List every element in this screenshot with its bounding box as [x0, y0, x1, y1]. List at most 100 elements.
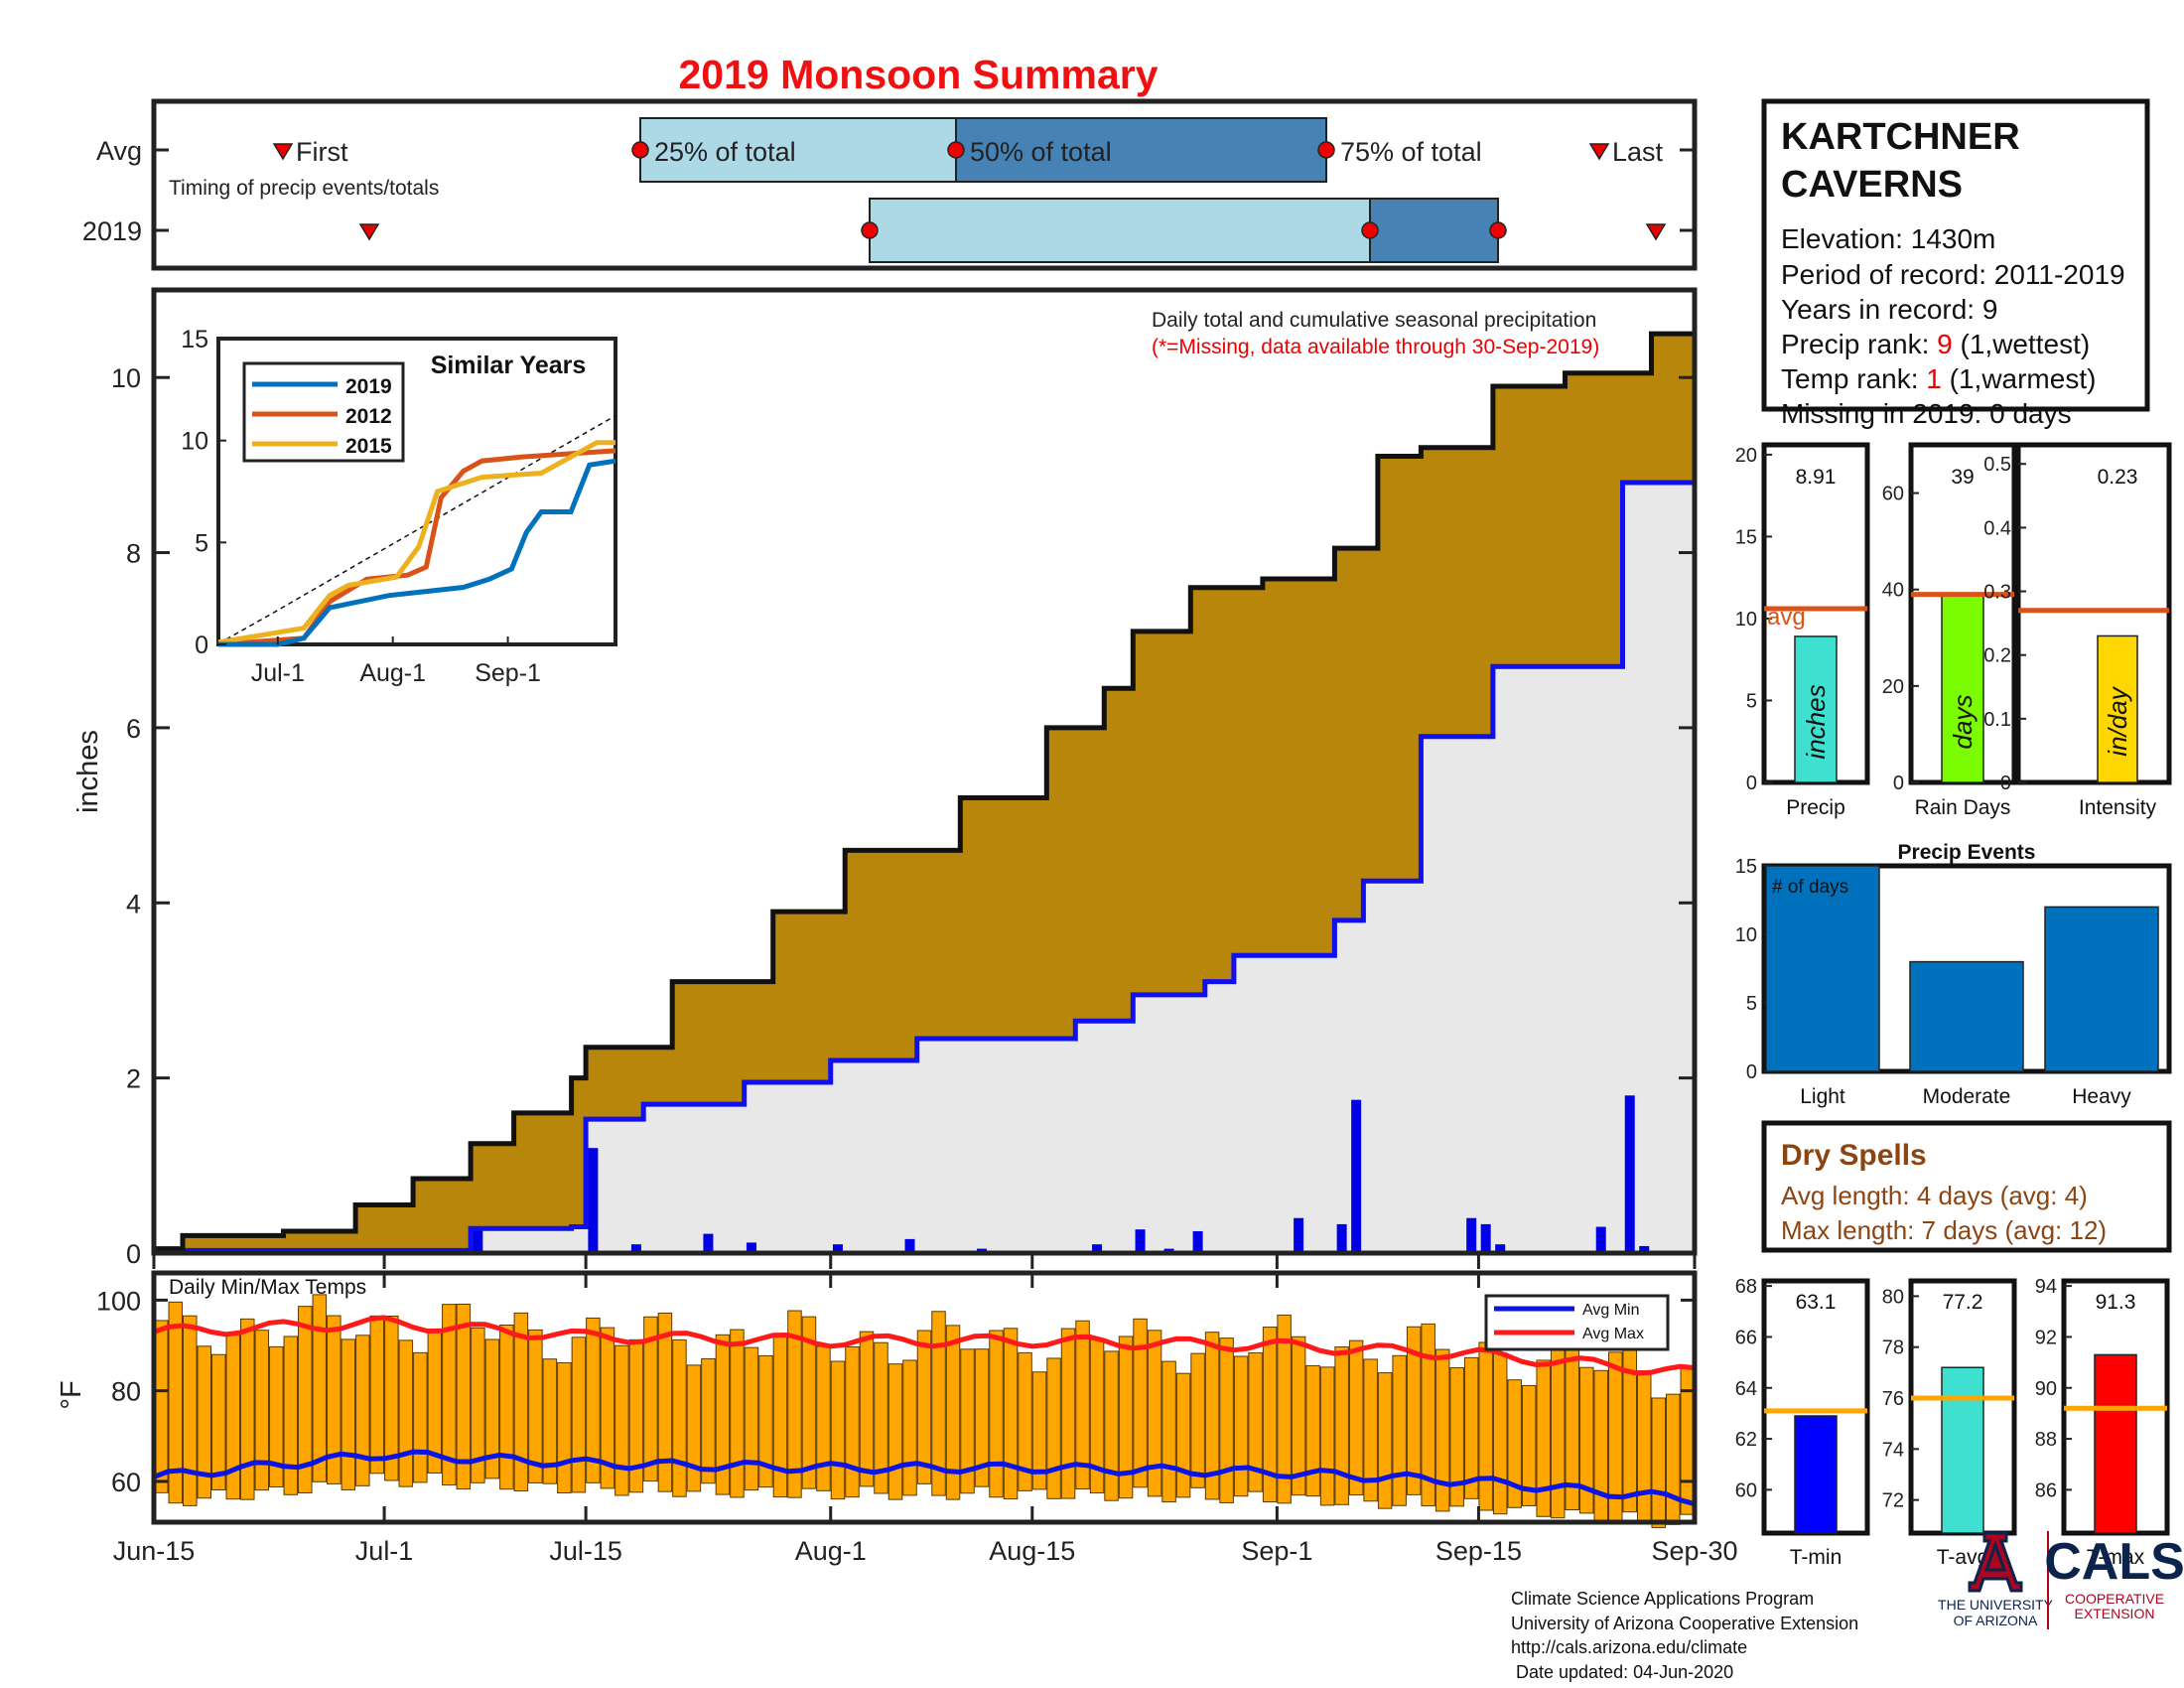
daily-temp-range-bar [1377, 1372, 1393, 1509]
daily-temp-range-bar [197, 1345, 212, 1499]
intensity-mini-frame [2015, 442, 2172, 785]
daily-temp-range-bar [269, 1345, 284, 1488]
daily-temp-range-bar [874, 1341, 888, 1494]
inset-x-tick-label: Sep-1 [475, 659, 541, 687]
footer-line1: Climate Science Applications Program [1511, 1589, 1814, 1609]
daily-temp-range-bar [758, 1354, 773, 1488]
cals-logo-sub1: COOPERATIVE [2065, 1591, 2164, 1607]
events-label-moderate: Moderate [1923, 1085, 2011, 1108]
inset-2012-line [217, 448, 616, 647]
station-years: Years in record: 9 [1781, 294, 1997, 325]
dry-spells-panel: Dry Spells Avg length: 4 days (avg: 4) M… [1761, 1120, 2172, 1253]
precip-events-title: Precip Events [1898, 841, 2036, 864]
precip-category-label: Precip [1786, 796, 1845, 819]
avg-min-temp-line [153, 1449, 1696, 1507]
intensity-value: 0.23 [2098, 466, 2138, 489]
daily-temp-range-bar [1046, 1357, 1061, 1499]
daily-temp-range-bar [715, 1334, 731, 1495]
average-cumulative-line [154, 474, 1698, 1253]
daily-temp-range-bar [528, 1329, 543, 1483]
tmin-y-tick-label: 62 [1735, 1429, 1757, 1451]
daily-temp-range-bar [398, 1339, 414, 1487]
daily-temp-range-bar [1204, 1332, 1220, 1500]
daily-precip-bar [1092, 1244, 1103, 1253]
footer-line4: Date updated: 04-Jun-2020 [1511, 1662, 1733, 1682]
station-missing: Missing in 2019: 0 days [1781, 398, 2072, 429]
events-label-light: Light [1800, 1085, 1845, 1108]
tavg-y-tick-label: 78 [1882, 1337, 1904, 1359]
daily-temp-range-bar [816, 1345, 831, 1491]
main-y-tick-label: 8 [126, 539, 141, 569]
daily-temp-range-bar [1161, 1360, 1176, 1503]
daily-temp-range-bar [887, 1363, 903, 1500]
station-info-frame [1761, 98, 2150, 412]
daily-temp-range-bar [1665, 1393, 1681, 1525]
daily-temp-range-bar [1031, 1371, 1047, 1490]
ua-logo-line1: THE UNIVERSITY [1938, 1597, 2054, 1613]
daily-temp-range-bar [945, 1325, 961, 1500]
tmin-y-tick-label: 60 [1735, 1479, 1757, 1501]
daily-temp-range-bar [1406, 1326, 1422, 1495]
daily-temp-range-bar [614, 1344, 629, 1496]
tmax-bar [2094, 1353, 2137, 1534]
block-a-icon [1968, 1531, 2023, 1593]
timing-row-label-2019: 2019 [82, 216, 142, 246]
main-y-axis-label: inches [72, 730, 104, 813]
tmax-label: T-max [2087, 1546, 2145, 1569]
intensity-category-label: Intensity [2079, 796, 2157, 819]
tmax-y-tick-label: 86 [2035, 1479, 2057, 1501]
daily-temp-range-bar [916, 1330, 932, 1484]
x-tick-label: Aug-1 [795, 1536, 867, 1566]
tavg-y-tick-label: 72 [1882, 1490, 1904, 1512]
temp-y-tick-label: 60 [111, 1468, 141, 1497]
inset-x-ticks: Jul-1 Aug-1 Sep-1 [251, 636, 541, 687]
daily-temp-range-bar [1578, 1366, 1594, 1514]
daily-temp-range-bar [1449, 1366, 1464, 1507]
inset-title: Similar Years [431, 352, 587, 379]
tmax-y-tick-label: 94 [2035, 1276, 2057, 1298]
raindays-value: 39 [1951, 466, 1974, 489]
daily-temp-range-bar [1147, 1330, 1162, 1497]
main-axes-frame [151, 287, 1698, 1256]
tmin-bar [1794, 1415, 1838, 1534]
daily-temp-range-bar [471, 1327, 485, 1483]
temp-stats-panel: 60 62 64 66 68 63.1 T-min 72 74 76 78 80 77.2 T-… [1735, 1276, 2170, 1569]
daily-temp-range-bar [902, 1359, 917, 1496]
tmax-y-tick-label: 88 [2035, 1429, 2057, 1451]
x-tick-label: Jul-15 [549, 1536, 622, 1566]
avg-p75-label: 75% of total [1340, 137, 1482, 167]
temp-legend-avg-max: Avg Max [1582, 1326, 1644, 1342]
avg-p75-marker [1317, 141, 1335, 159]
daily-temp-range-bar [1363, 1358, 1378, 1502]
station-elevation: Elevation: 1430m [1781, 223, 1995, 254]
daily-temp-range-bar [298, 1306, 313, 1493]
daily-precip-bars [473, 1095, 1650, 1253]
daily-temp-range-bar [672, 1338, 687, 1497]
daily-precip-bar [473, 1228, 483, 1253]
daily-temp-range-bar [1291, 1336, 1306, 1496]
y2019-first-marker [358, 223, 380, 241]
avg-first-marker [272, 143, 294, 161]
temp-y-ticks: 60 80 100 [96, 1286, 1695, 1497]
daily-temp-range-bar [701, 1357, 716, 1484]
daily-precip-bar [1135, 1229, 1146, 1253]
station-info-box: KARTCHNER CAVERNS Elevation: 1430m Perio… [1761, 98, 2150, 429]
intensity-bar [2097, 634, 2138, 783]
daily-temp-range-bar [341, 1338, 356, 1490]
tavg-label: T-avg [1937, 1546, 1989, 1569]
daily-temp-range-bar [499, 1324, 514, 1490]
inset-y-tick-label: 10 [181, 428, 208, 456]
timing-row-label-avg: Avg [96, 136, 142, 166]
inset-x-tick-label: Jul-1 [251, 659, 305, 687]
daily-temp-range-bar [643, 1316, 658, 1482]
precip-value: 8.91 [1796, 466, 1837, 489]
daily-precip-bar [1624, 1095, 1635, 1253]
intensity-mini-y-tick-label: 0 [2000, 773, 2011, 794]
daily-precip-bar [1480, 1223, 1491, 1253]
daily-temp-range-bar [571, 1336, 587, 1493]
daily-temp-range-bar [413, 1351, 428, 1483]
y2019-p25-marker [861, 221, 879, 239]
main-y-tick-label: 0 [126, 1239, 141, 1269]
temp-title: Daily Min/Max Temps [169, 1276, 366, 1299]
